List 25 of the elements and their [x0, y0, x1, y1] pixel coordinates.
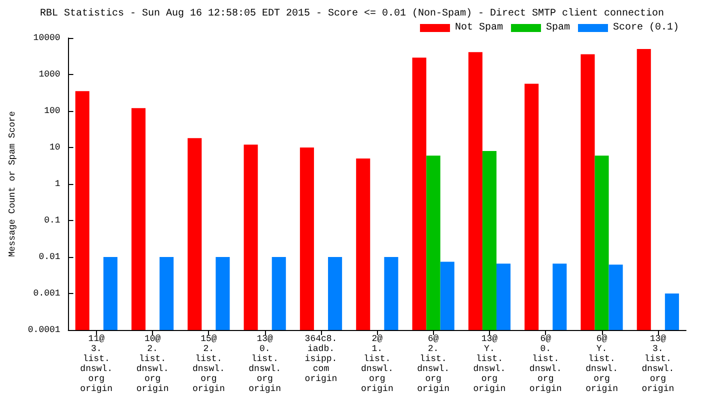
- y-tick-label: 1: [54, 179, 60, 189]
- y-tick-label: 100: [44, 106, 60, 116]
- x-tick-label: 13@ Y. list. dnswl. org origin: [473, 334, 506, 394]
- x-tick-label: 13@ 0. list. dnswl. org origin: [248, 334, 282, 394]
- x-tick-label: 10@ 2. list. dnswl. org origin: [136, 334, 169, 394]
- y-tick-label: 0.01: [38, 252, 60, 262]
- legend-label: Score (0.1): [612, 22, 680, 34]
- chart-title: RBL Statistics - Sun Aug 16 12:58:05 EDT 2015 - Score <= 0.01 (Non-Spam) - Direct SMTP client connection: [40, 8, 664, 20]
- y-tick-label: 0.1: [44, 216, 60, 226]
- y-tick-label: 0.0001: [28, 325, 60, 335]
- x-tick-label: 6@ Y. list. dnswl. org origin: [586, 334, 618, 394]
- y-tick-label: 10: [49, 142, 60, 152]
- y-tick-label: 1000: [38, 70, 60, 80]
- x-tick-label: 6@ 2. list. dnswl. org origin: [417, 334, 450, 394]
- legend-label: Not Spam: [454, 22, 503, 34]
- x-tick-label: 2@ 1. list. dnswl. org origin: [360, 334, 394, 394]
- x-tick-label: 11@ 3. list. dnswl. org origin: [80, 334, 113, 394]
- y-tick-label: 10000: [33, 33, 60, 43]
- x-tick-label: 15@ 2. list. dnswl. org origin: [192, 334, 225, 394]
- y-axis-title: Message Count or Spam Score: [8, 111, 18, 257]
- x-tick-label: 13@ 3. list. dnswl. org origin: [642, 334, 674, 394]
- y-tick-label: 0.001: [33, 288, 60, 298]
- legend-label: Spam: [546, 22, 570, 34]
- x-tick-label: 364c8. iadb. isipp. com origin: [304, 334, 338, 384]
- x-tick-label: 6@ 0. list. dnswl. org origin: [529, 334, 562, 394]
